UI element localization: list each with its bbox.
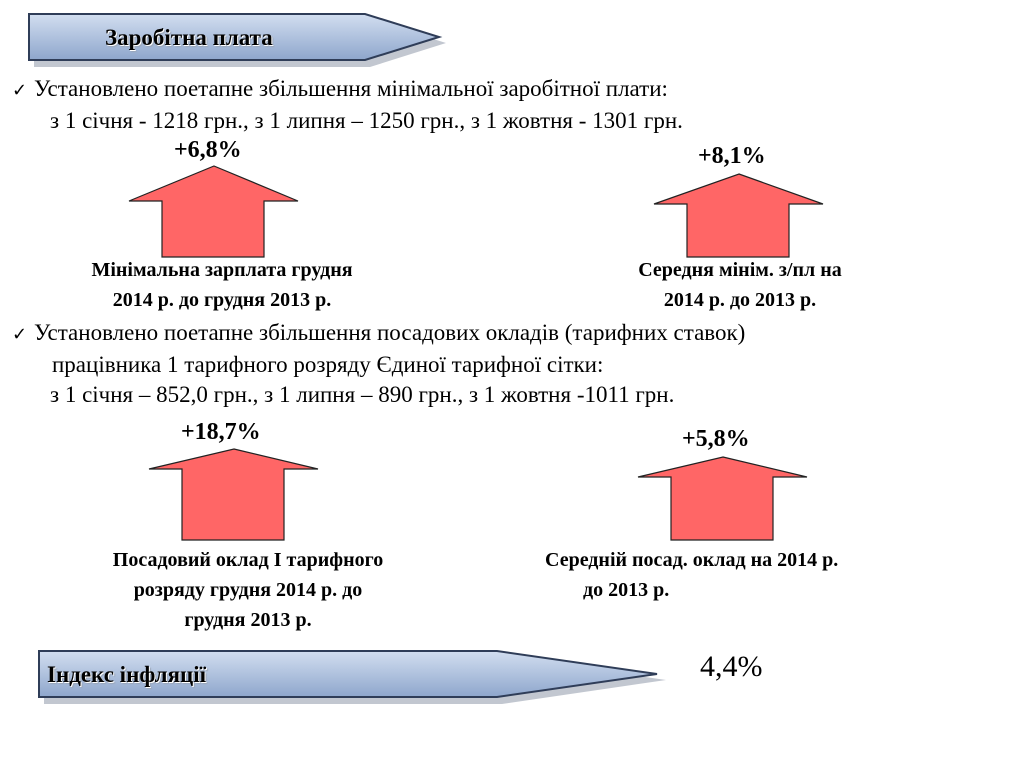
section1-line1: ✓ Установлено поетапне збільшення мінімал… [12,74,683,106]
section2-line1: ✓ Установлено поетапне збільшення посадов… [12,318,745,350]
inflation-banner: Індекс інфляції [37,649,667,705]
checkmark-icon: ✓ [12,324,28,345]
title-banner: Заробітна плата [27,12,447,67]
banner-shape [28,13,446,67]
up-arrow-icon [128,165,299,258]
section1-line2: з 1 січня - 1218 грн., з 1 липня – 1250 … [50,108,683,133]
up-arrow-icon [148,448,319,541]
section2-line2: працівника 1 тарифного розряду Єдиної та… [52,352,604,377]
section2-line3: з 1 січня – 852,0 грн., з 1 липня – 890 … [50,382,675,407]
up-arrow-icon [637,456,808,541]
title-banner-label: Заробітна плата [105,25,273,50]
inflation-value: 4,4% [700,650,763,683]
caption-avg-salary: Середній посад. оклад на 2014 р. до 2013… [545,549,839,601]
inflation-banner-label: Індекс інфляції [47,662,207,687]
section1-text: ✓ Установлено поетапне збільшення мінімал… [12,74,683,136]
caption-min-wage: Мінімальна зарплата грудня 2014 р. до гр… [91,259,353,311]
caption-avg-min-wage: Середня мінім. з/пл на 2014 р. до 2013 р… [638,259,842,311]
up-arrow-icon [653,173,824,258]
caption-salary-grade1: Посадовий оклад І тарифного розряду груд… [112,549,384,631]
banner-shape [38,650,666,704]
percent-min-wage: +6,8% [174,137,242,163]
checkmark-icon: ✓ [12,80,28,101]
percent-avg-min-wage: +8,1% [698,143,766,169]
percent-avg-salary: +5,8% [682,426,750,452]
percent-salary-grade1: +18,7% [181,419,261,445]
section2-text: ✓ Установлено поетапне збільшення посадов… [12,318,745,410]
